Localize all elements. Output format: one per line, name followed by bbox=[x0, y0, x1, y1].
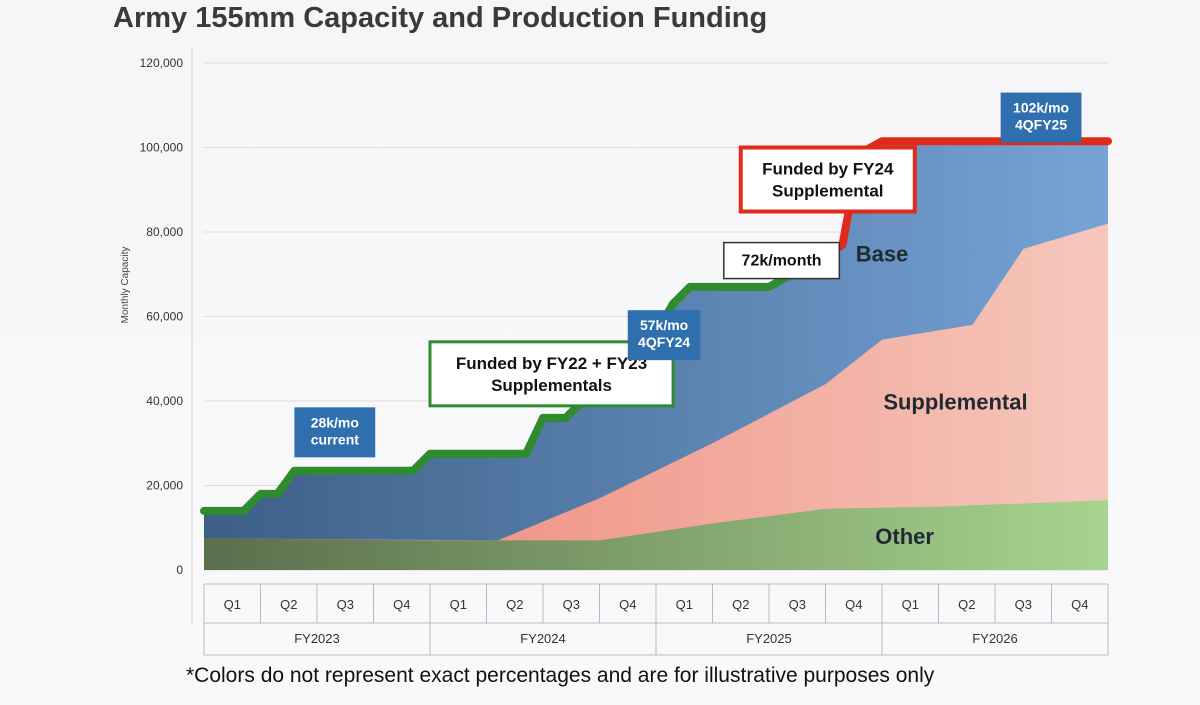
y-tick-label: 20,000 bbox=[146, 479, 183, 493]
y-tick-label: 60,000 bbox=[146, 310, 183, 324]
x-tick-label: Q1 bbox=[450, 597, 467, 612]
x-tick-label: Q3 bbox=[789, 597, 806, 612]
x-tick-label: Q2 bbox=[958, 597, 975, 612]
area-label: Supplemental bbox=[883, 389, 1027, 414]
callout-text: 28k/mo bbox=[311, 414, 359, 430]
x-tick-label: Q4 bbox=[619, 597, 636, 612]
x-year-label: FY2023 bbox=[294, 631, 340, 646]
y-tick-label: 40,000 bbox=[146, 394, 183, 408]
chart-title: Army 155mm Capacity and Production Fundi… bbox=[113, 2, 768, 34]
callout-text: Supplementals bbox=[491, 376, 612, 395]
x-year-label: FY2025 bbox=[746, 631, 792, 646]
x-tick-label: Q2 bbox=[732, 597, 749, 612]
x-tick-label: Q3 bbox=[337, 597, 354, 612]
x-year-label: FY2024 bbox=[520, 631, 566, 646]
callout-72k: 72k/month bbox=[723, 241, 841, 280]
x-axis-table: Q1 Q2 Q3 Q4 Q1 Q2 Q3 Q4 Q1 Q2 Q3 Q4 Q1 Q2 Q3 Q4 FY2023 FY… bbox=[203, 583, 1109, 656]
callout-text: Supplemental bbox=[772, 182, 883, 201]
label-layer: Base Supplemental Other bbox=[856, 242, 1028, 549]
x-tick-label: Q1 bbox=[224, 597, 241, 612]
x-tick-label: Q4 bbox=[1071, 597, 1088, 612]
area-label: Other bbox=[875, 524, 934, 549]
callout-fy24: Funded by FY24 Supplemental bbox=[738, 145, 917, 214]
axis-layer: 0 20,000 40,000 60,000 80,000 100,000 120,000 M… bbox=[120, 48, 193, 625]
area-supplemental bbox=[204, 223, 1108, 570]
y-tick-label: 80,000 bbox=[146, 225, 183, 239]
y-axis-label: Monthly Capacity bbox=[120, 247, 131, 324]
callout-box bbox=[1000, 92, 1082, 143]
x-tick-label: Q4 bbox=[393, 597, 410, 612]
x-year-label: FY2026 bbox=[972, 631, 1018, 646]
footnote: *Colors do not represent exact percentag… bbox=[186, 664, 935, 687]
callout-text: Funded by FY22 + FY23 bbox=[456, 354, 647, 373]
area-other bbox=[204, 500, 1108, 570]
callout-text: current bbox=[311, 431, 360, 447]
callout-text: Funded by FY24 bbox=[762, 160, 894, 179]
callout-text: 4QFY24 bbox=[638, 334, 690, 350]
x-tick-label: Q1 bbox=[902, 597, 919, 612]
callout-text: 4QFY25 bbox=[1015, 117, 1067, 133]
area-label: Base bbox=[856, 242, 909, 267]
callout-text: 102k/mo bbox=[1013, 100, 1069, 116]
y-tick-label: 120,000 bbox=[140, 56, 184, 70]
callout-box bbox=[723, 241, 841, 280]
callout-text: 57k/mo bbox=[640, 317, 688, 333]
x-tick-label: Q3 bbox=[563, 597, 580, 612]
x-tick-label: Q2 bbox=[280, 597, 297, 612]
callout-box bbox=[738, 145, 917, 214]
callout-text: 72k/month bbox=[742, 253, 822, 270]
x-tick-label: Q1 bbox=[676, 597, 693, 612]
y-tick-label: 0 bbox=[176, 563, 183, 577]
x-tick-label: Q3 bbox=[1015, 597, 1032, 612]
x-tick-label: Q4 bbox=[845, 597, 862, 612]
capacity-line-fy22-23 bbox=[200, 263, 807, 515]
callout-box bbox=[627, 310, 701, 361]
y-tick-label: 100,000 bbox=[140, 141, 184, 155]
callout-box bbox=[294, 407, 376, 458]
x-tick-label: Q2 bbox=[506, 597, 523, 612]
